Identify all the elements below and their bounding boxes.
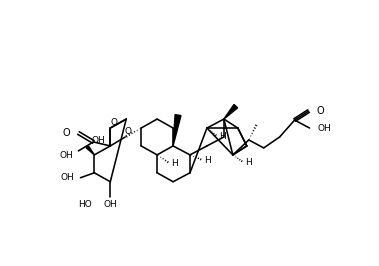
Text: H: H (245, 158, 252, 167)
Text: OH: OH (318, 123, 331, 132)
Text: O: O (63, 128, 70, 138)
Text: O: O (125, 127, 132, 135)
Text: OH: OH (61, 173, 74, 182)
Polygon shape (86, 146, 94, 155)
Polygon shape (224, 105, 238, 119)
Text: HO: HO (78, 200, 92, 209)
Text: OH: OH (103, 200, 117, 209)
Text: H: H (204, 156, 211, 165)
Text: H: H (171, 159, 178, 168)
Text: O: O (316, 106, 324, 116)
Text: OH: OH (60, 151, 74, 160)
Polygon shape (173, 115, 181, 146)
Text: H: H (219, 132, 226, 142)
Text: OH: OH (91, 136, 105, 146)
Text: O: O (111, 118, 118, 127)
